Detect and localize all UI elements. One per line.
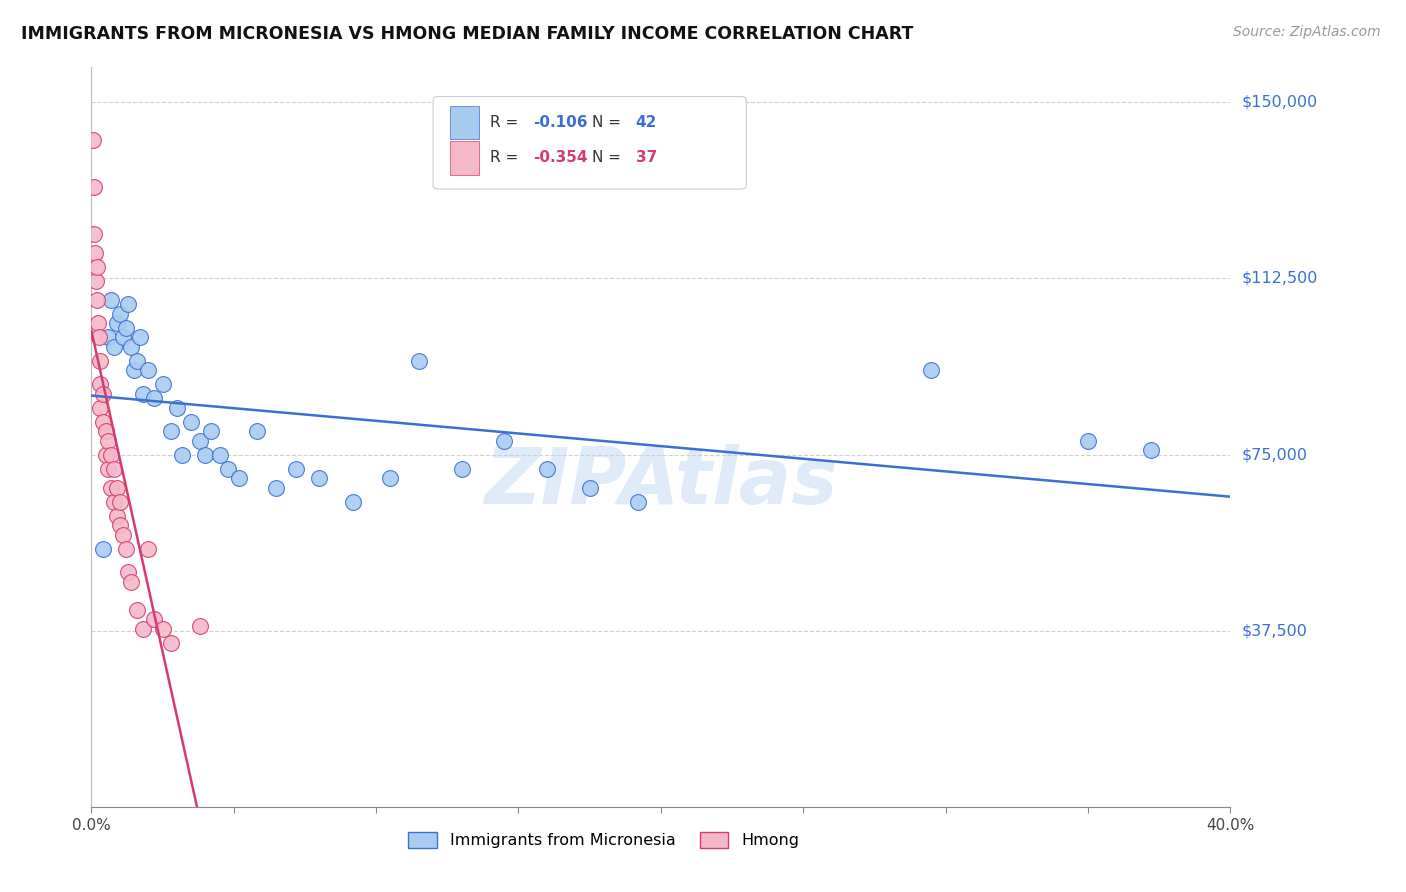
Point <box>125 603 148 617</box>
Point <box>131 386 153 401</box>
Point <box>94 448 117 462</box>
Point <box>342 494 364 508</box>
Point <box>83 245 105 260</box>
Point <box>120 574 142 589</box>
Point <box>194 448 217 462</box>
Point <box>100 448 122 462</box>
Point <box>105 508 128 523</box>
Point <box>138 363 160 377</box>
Point <box>380 471 402 485</box>
Point <box>578 481 600 495</box>
Point <box>131 622 153 636</box>
Text: N =: N = <box>592 115 626 130</box>
Text: ZIPAtlas: ZIPAtlas <box>484 443 838 519</box>
Point <box>494 434 516 448</box>
Text: $75,000: $75,000 <box>1241 447 1308 462</box>
Point <box>188 434 211 448</box>
Point <box>160 636 183 650</box>
Point <box>89 353 111 368</box>
Point <box>117 566 139 580</box>
Point <box>100 293 122 307</box>
Point <box>166 401 188 415</box>
Point <box>97 434 120 448</box>
Point <box>97 330 120 344</box>
Text: $112,500: $112,500 <box>1241 271 1317 286</box>
Point <box>114 541 136 556</box>
Point <box>103 340 125 354</box>
Point <box>117 297 139 311</box>
Point <box>103 494 125 508</box>
Text: 37: 37 <box>636 151 657 165</box>
FancyBboxPatch shape <box>433 96 747 189</box>
Point <box>91 541 114 556</box>
Point <box>188 619 211 633</box>
Point <box>83 179 105 194</box>
Point <box>228 471 250 485</box>
Point <box>89 401 111 415</box>
Point <box>84 274 107 288</box>
FancyBboxPatch shape <box>450 141 478 175</box>
Text: -0.106: -0.106 <box>533 115 588 130</box>
Point <box>217 462 239 476</box>
Text: R =: R = <box>491 151 523 165</box>
Point <box>308 471 330 485</box>
Point <box>450 462 472 476</box>
Text: $37,500: $37,500 <box>1241 624 1308 639</box>
Point <box>138 541 160 556</box>
Point <box>627 494 650 508</box>
Point <box>122 363 145 377</box>
Point <box>100 481 122 495</box>
Point <box>143 612 166 626</box>
Point <box>1139 442 1161 457</box>
Point <box>920 363 942 377</box>
Point <box>172 448 194 462</box>
Point <box>86 293 108 307</box>
Point <box>160 424 183 438</box>
Legend: Immigrants from Micronesia, Hmong: Immigrants from Micronesia, Hmong <box>402 825 806 855</box>
Text: Source: ZipAtlas.com: Source: ZipAtlas.com <box>1233 25 1381 39</box>
Point <box>152 622 174 636</box>
Point <box>536 462 558 476</box>
Point <box>86 316 108 330</box>
Point <box>266 481 288 495</box>
Text: N =: N = <box>592 151 626 165</box>
Point <box>200 424 222 438</box>
Point <box>82 133 104 147</box>
Point <box>94 424 117 438</box>
Text: R =: R = <box>491 115 523 130</box>
Point <box>1077 434 1099 448</box>
Text: 42: 42 <box>636 115 657 130</box>
Point <box>208 448 231 462</box>
Text: $150,000: $150,000 <box>1241 95 1317 110</box>
Point <box>128 330 150 344</box>
Point <box>285 462 308 476</box>
Point <box>83 227 105 241</box>
Point <box>111 330 134 344</box>
Point <box>103 462 125 476</box>
Point <box>152 377 174 392</box>
Point <box>114 320 136 334</box>
FancyBboxPatch shape <box>450 106 478 139</box>
Point <box>108 494 131 508</box>
Text: -0.354: -0.354 <box>533 151 588 165</box>
Point <box>97 462 120 476</box>
Point <box>120 340 142 354</box>
Point <box>86 260 108 274</box>
Point <box>105 316 128 330</box>
Point <box>111 527 134 541</box>
Point <box>108 307 131 321</box>
Point <box>143 392 166 406</box>
Point <box>89 377 111 392</box>
Text: IMMIGRANTS FROM MICRONESIA VS HMONG MEDIAN FAMILY INCOME CORRELATION CHART: IMMIGRANTS FROM MICRONESIA VS HMONG MEDI… <box>21 25 914 43</box>
Point <box>91 386 114 401</box>
Point <box>408 353 430 368</box>
Point <box>125 353 148 368</box>
Point <box>105 481 128 495</box>
Point <box>245 424 267 438</box>
Point <box>91 415 114 429</box>
Point <box>108 518 131 533</box>
Point <box>180 415 202 429</box>
Point <box>87 330 110 344</box>
